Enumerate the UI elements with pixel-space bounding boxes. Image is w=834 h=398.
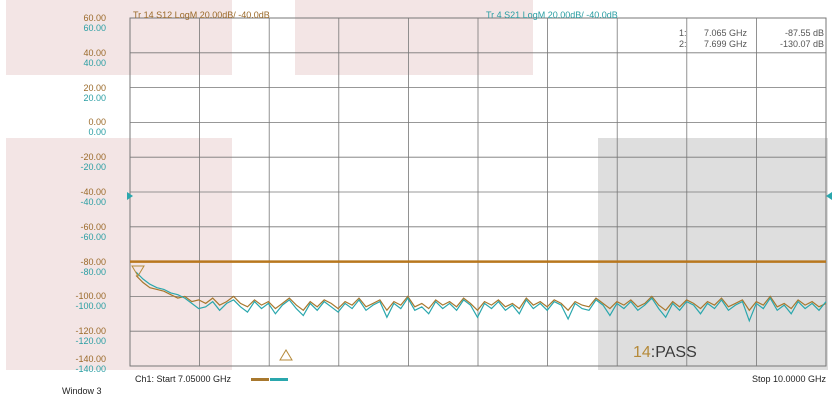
y-label-s21: 20.00 [83,92,106,103]
legend-s12-swatch [251,378,269,381]
marker-2-value: -130.07 dB [780,39,825,49]
y-label-s12: -40.00 [80,187,106,197]
y-label-s12: 60.00 [83,13,106,23]
y-label-s12: -80.00 [80,256,106,267]
y-label-s12: -60.00 [80,221,106,232]
y-axis-label: 20.00 20.00 [0,83,106,103]
y-label-s21: 60.00 [83,23,106,33]
y-axis-label: -40.00 -40.00 [0,187,106,207]
y-label-s21: -40.00 [80,197,106,207]
y-label-s12: 40.00 [83,47,106,58]
y-label-s21: -120.00 [75,336,106,347]
trace-s21 [135,271,827,323]
y-axis-label: 0.00 0.00 [0,117,106,137]
legend-s21-swatch [270,378,288,381]
limit-test-result: 14:PASS [633,344,697,362]
y-label-s12: 20.00 [83,82,106,93]
y-axis-label: 40.00 40.00 [0,48,106,68]
y-axis-label: -80.00 -80.00 [0,257,106,277]
y-label-s21: -100.00 [75,301,106,312]
start-frequency[interactable]: Ch1: Start 7.05000 GHz [135,374,232,384]
y-label-s21: 40.00 [83,57,106,68]
y-label-s12: 0.00 [88,117,106,128]
marker-1-freq: 7.065 GHz [704,28,748,38]
trace-4-label[interactable]: Tr 4 S21 LogM 20.00dB/ -40.0dB [486,10,618,20]
y-label-s12: -100.00 [75,291,106,302]
overlay-block [6,0,232,75]
y-label-s21: -80.00 [80,266,106,277]
y-label-s12: -20.00 [80,152,106,163]
reference-arrow-right-icon[interactable] [826,192,832,200]
y-label-s21: 0.00 [88,127,106,138]
marker-1-icon[interactable] [131,265,145,277]
y-axis-label: 60.00 60.00 [0,13,106,33]
y-axis-label: -60.00 -60.00 [0,222,106,242]
y-axis-label: -120.00 -120.00 [0,326,106,346]
overlay-block [295,0,533,75]
marker-2-freq: 7.699 GHz [704,39,748,49]
y-label-s21: -140.00 [75,364,106,374]
trace-14-label[interactable]: Tr 14 S12 LogM 20.00dB/ -40.0dB [133,10,270,20]
y-axis-label: -100.00 -100.00 [0,291,106,311]
stop-frequency[interactable]: Stop 10.0000 GHz [751,374,826,384]
marker-2-index: 2: [679,39,687,49]
y-axis-label: -140.00 -140.00 [0,354,106,374]
trace-s12 [135,275,827,312]
y-label-s21: -60.00 [80,231,106,242]
y-axis-label: -20.00 -20.00 [0,152,106,172]
marker-1-index: 1: [679,28,687,38]
limit-test-text: :PASS [650,344,697,361]
marker-1-value: -87.55 dB [784,28,824,38]
y-label-s12: -140.00 [75,354,106,364]
y-label-s12: -120.00 [75,326,106,337]
reference-arrow-left-icon[interactable] [127,192,133,200]
window-label: Window 3 [62,386,102,396]
marker-2-icon[interactable] [279,349,293,361]
grid [129,17,827,367]
limit-test-number: 14 [633,344,651,361]
y-label-s21: -20.00 [80,162,106,173]
